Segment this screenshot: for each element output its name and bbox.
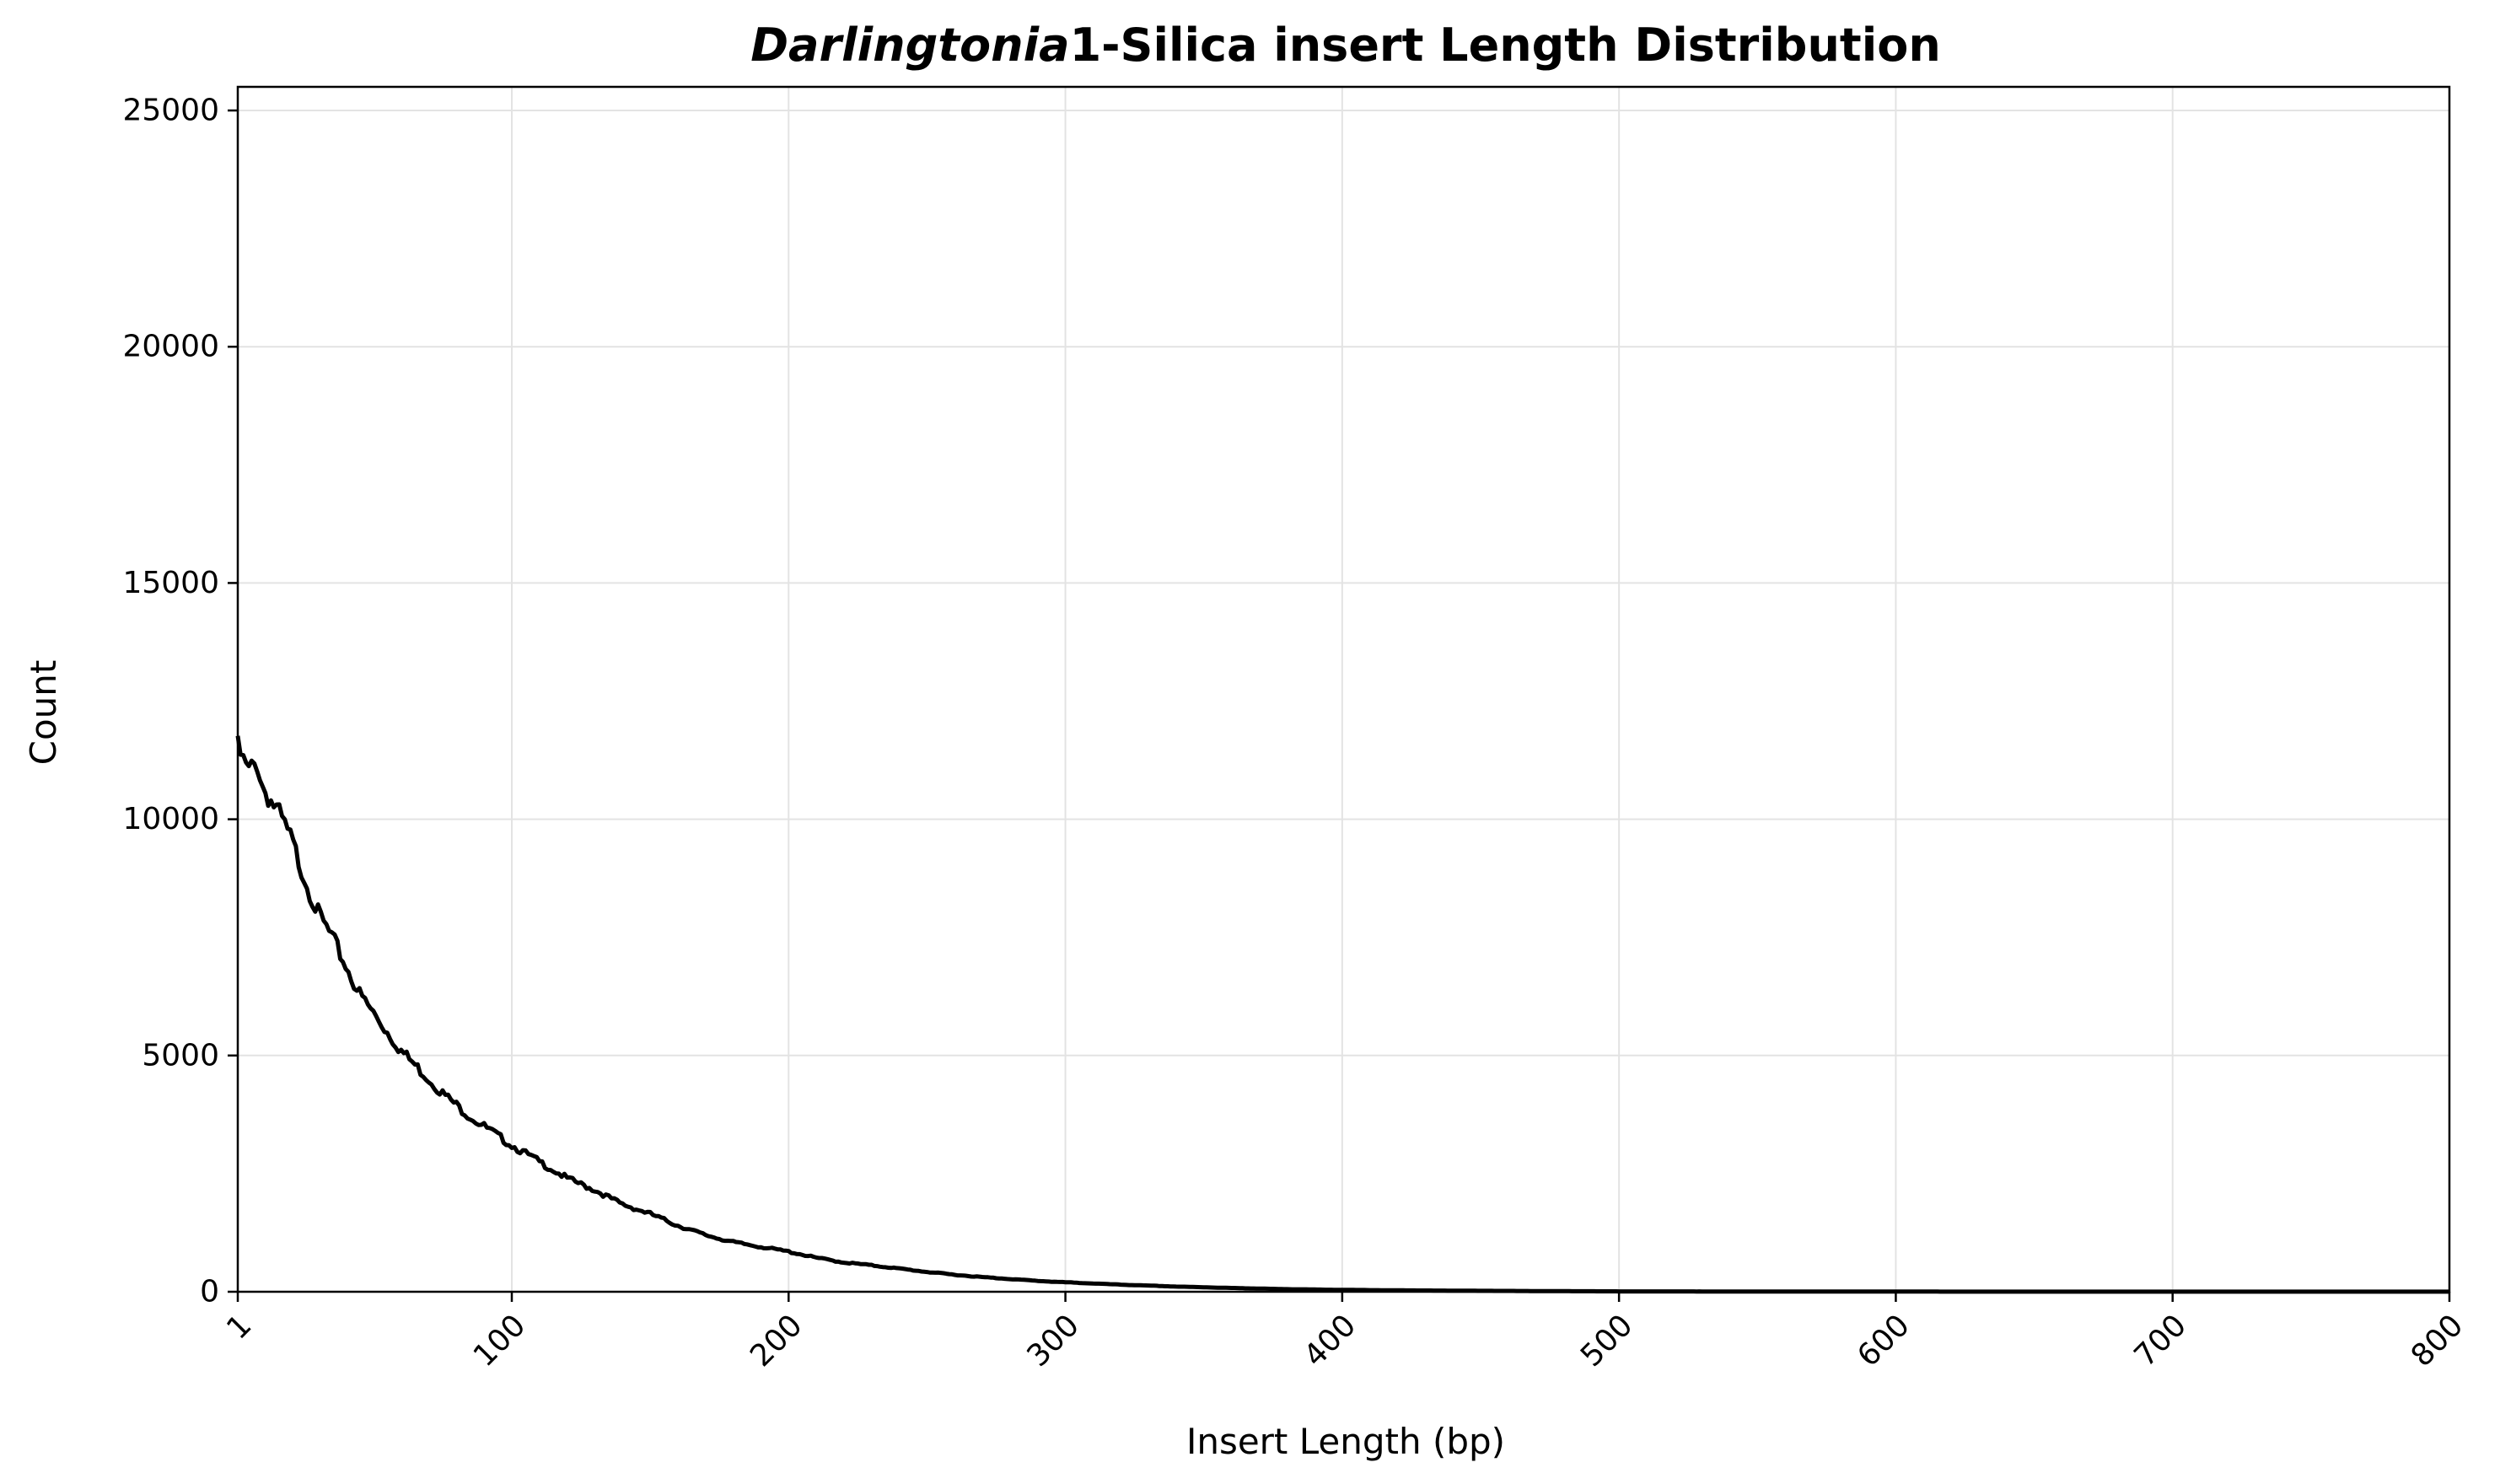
y-tick-label: 25000 [122,94,219,128]
y-tick-label: 0 [200,1275,219,1309]
y-tick-label: 15000 [122,566,219,600]
y-tick-label: 5000 [142,1038,219,1073]
y-tick-label: 20000 [122,330,219,364]
y-axis-ticks: 0 5000 10000 15000 20000 25000 [122,94,238,1309]
y-tick-label: 10000 [122,802,219,836]
y-axis-label: Count [23,660,64,766]
plot-area-frame [236,85,2451,1293]
chart-title: Darlingtonia1-Silica insert Length Distr… [750,19,1941,72]
x-axis-label: Insert Length (bp) [1186,1421,1505,1462]
